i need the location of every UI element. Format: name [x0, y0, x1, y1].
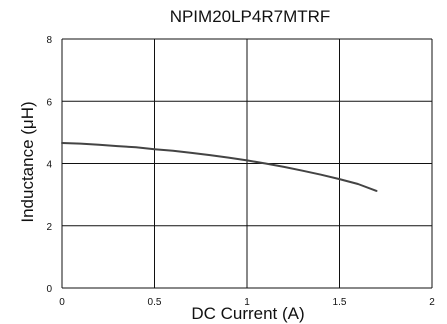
- series-line: [61, 142, 378, 192]
- x-tick-label: 1: [244, 297, 250, 308]
- y-tick-label: 4: [46, 160, 52, 171]
- y-tick-label: 6: [46, 97, 52, 108]
- y-tick-label: 2: [46, 222, 52, 233]
- series-layer: [61, 142, 378, 192]
- x-tick-label: 1.5: [333, 297, 347, 308]
- x-tick-label: 0: [59, 297, 65, 308]
- chart-title: NPIM20LP4R7MTRF: [170, 7, 331, 26]
- y-tick-label: 8: [46, 35, 52, 46]
- y-axis-title: Inductance (μH): [18, 101, 37, 222]
- y-tick-label: 0: [46, 284, 52, 295]
- x-axis-title: DC Current (A): [191, 304, 304, 323]
- x-tick-label: 2: [429, 297, 435, 308]
- grid: [61, 38, 433, 289]
- tick-labels: 0 0.5 1 1.5 2 0 2 4 6 8: [46, 35, 435, 308]
- x-tick-label: 0.5: [148, 297, 162, 308]
